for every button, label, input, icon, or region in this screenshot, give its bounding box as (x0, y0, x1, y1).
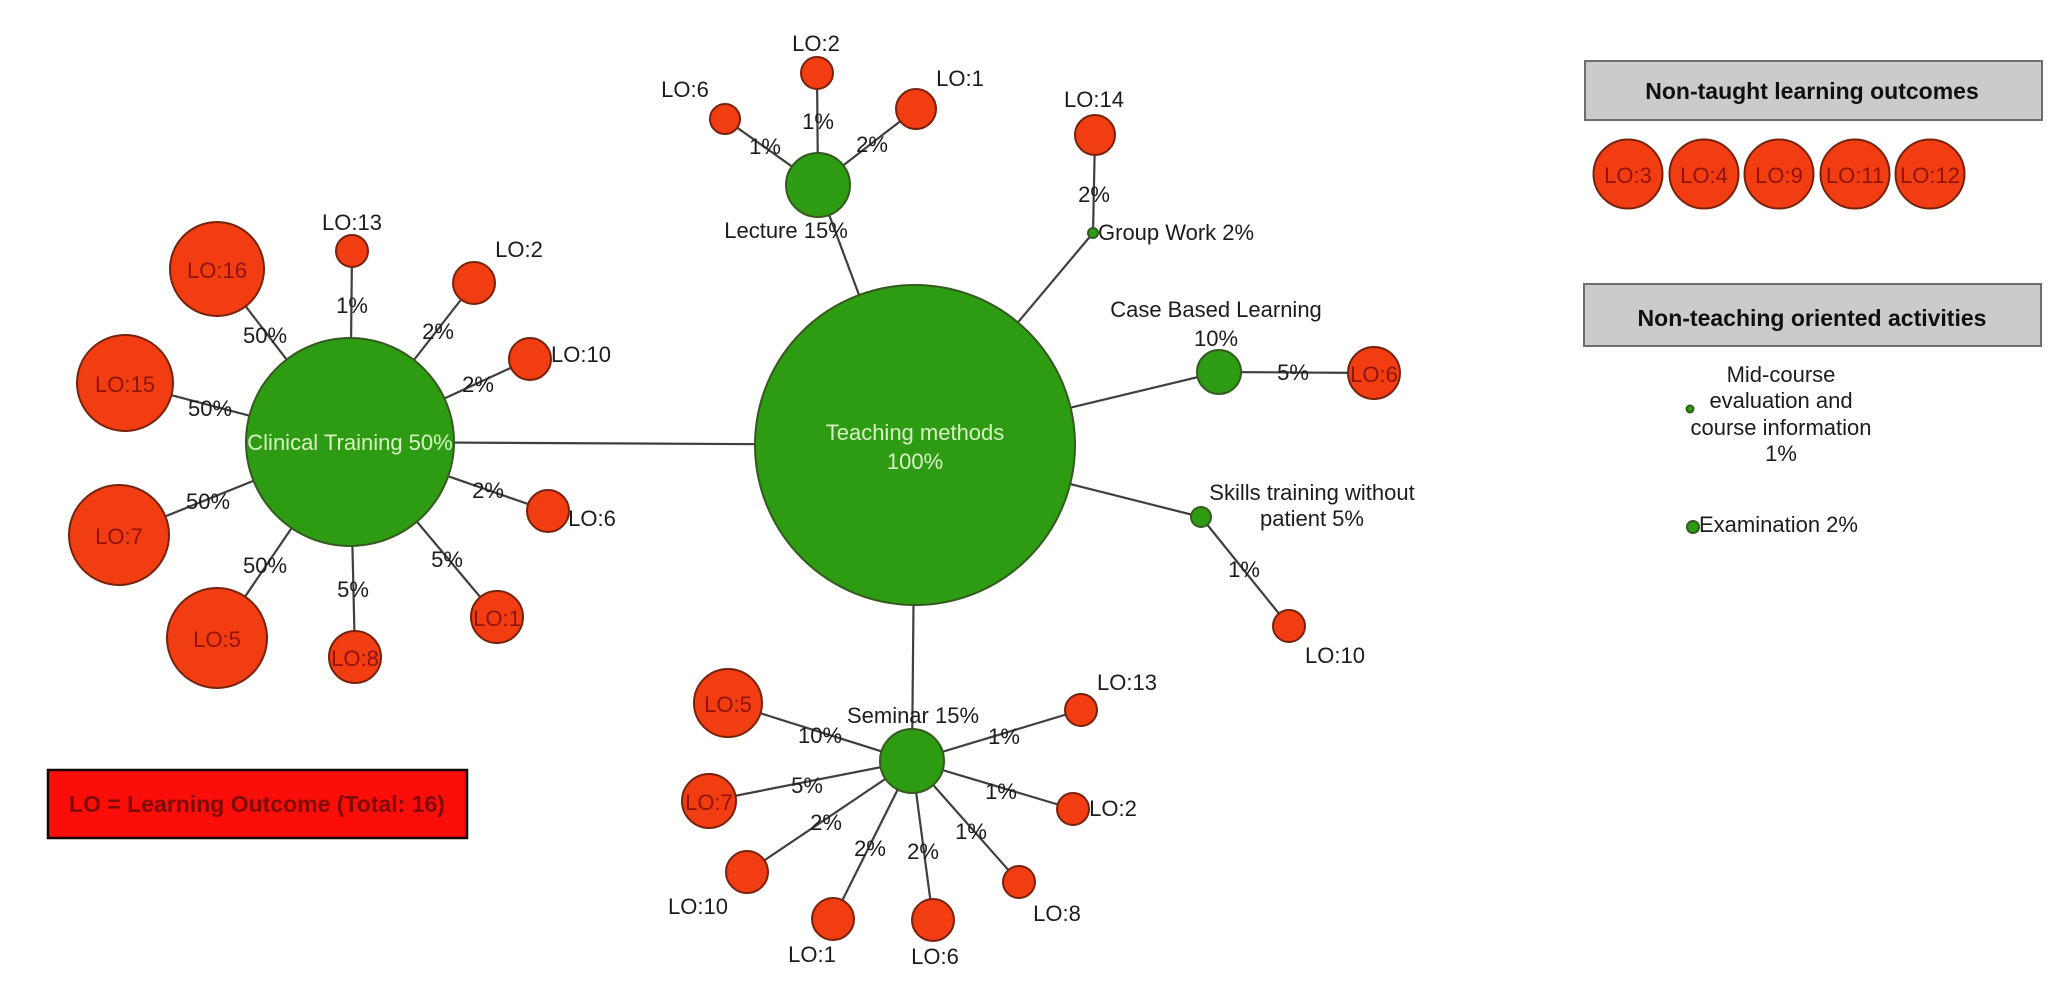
svg-text:LO:6: LO:6 (1350, 362, 1398, 387)
svg-text:LO:8: LO:8 (1033, 901, 1081, 926)
svg-text:Mid-course: Mid-course (1727, 362, 1836, 387)
svg-text:5%: 5% (337, 577, 369, 602)
svg-text:LO:10: LO:10 (1305, 643, 1365, 668)
svg-text:2%: 2% (907, 839, 939, 864)
svg-text:LO:4: LO:4 (1680, 163, 1728, 188)
svg-text:LO:1: LO:1 (788, 942, 836, 967)
svg-text:LO:7: LO:7 (685, 790, 733, 815)
svg-text:LO:5: LO:5 (193, 627, 241, 652)
svg-text:LO:14: LO:14 (1064, 87, 1124, 112)
svg-text:LO:9: LO:9 (1755, 163, 1803, 188)
svg-text:Skills training without: Skills training without (1209, 480, 1414, 505)
svg-text:LO:16: LO:16 (187, 258, 247, 283)
svg-text:LO:12: LO:12 (1900, 163, 1960, 188)
svg-text:LO:6: LO:6 (911, 944, 959, 969)
svg-text:2%: 2% (422, 319, 454, 344)
svg-text:Teaching methods: Teaching methods (826, 420, 1005, 445)
svg-text:Clinical Training 50%: Clinical Training 50% (247, 430, 452, 455)
svg-text:1%: 1% (336, 293, 368, 318)
svg-text:10%: 10% (1194, 326, 1238, 351)
svg-text:LO:11: LO:11 (1826, 163, 1884, 188)
svg-text:5%: 5% (1277, 360, 1309, 385)
svg-text:Case Based Learning: Case Based Learning (1110, 297, 1322, 322)
svg-text:2%: 2% (472, 478, 504, 503)
svg-text:50%: 50% (243, 553, 287, 578)
svg-text:1%: 1% (1228, 557, 1260, 582)
svg-text:1%: 1% (988, 724, 1020, 749)
svg-text:1%: 1% (802, 109, 834, 134)
svg-text:LO:8: LO:8 (331, 646, 379, 671)
svg-text:50%: 50% (188, 396, 232, 421)
svg-text:50%: 50% (243, 323, 287, 348)
svg-text:LO = Learning Outcome (Total:: LO = Learning Outcome (Total: 16) (69, 791, 445, 817)
svg-text:LO:7: LO:7 (95, 524, 143, 549)
svg-text:LO:6: LO:6 (661, 77, 709, 102)
svg-text:LO:1: LO:1 (473, 606, 521, 631)
svg-text:2%: 2% (462, 372, 494, 397)
svg-text:LO:10: LO:10 (668, 894, 728, 919)
svg-text:5%: 5% (791, 773, 823, 798)
svg-text:Non-taught learning outcomes: Non-taught learning outcomes (1645, 78, 1979, 104)
svg-text:1%: 1% (1765, 441, 1797, 466)
svg-text:evaluation and: evaluation and (1709, 388, 1852, 413)
svg-text:Examination 2%: Examination 2% (1699, 512, 1858, 537)
svg-text:patient 5%: patient 5% (1260, 506, 1364, 531)
svg-text:LO:6: LO:6 (568, 506, 616, 531)
svg-text:Group Work 2%: Group Work 2% (1098, 220, 1254, 245)
svg-text:LO:13: LO:13 (322, 210, 382, 235)
svg-text:Non-teaching oriented activiti: Non-teaching oriented activities (1638, 305, 1987, 331)
svg-text:2%: 2% (854, 836, 886, 861)
svg-text:LO:2: LO:2 (1089, 796, 1137, 821)
svg-text:LO:15: LO:15 (95, 372, 155, 397)
svg-text:2%: 2% (856, 132, 888, 157)
svg-text:Lecture 15%: Lecture 15% (724, 218, 848, 243)
svg-text:LO:3: LO:3 (1604, 163, 1652, 188)
svg-text:50%: 50% (186, 489, 230, 514)
svg-text:LO:5: LO:5 (704, 692, 752, 717)
svg-text:LO:1: LO:1 (936, 66, 984, 91)
svg-text:LO:2: LO:2 (495, 237, 543, 262)
svg-text:LO:13: LO:13 (1097, 670, 1157, 695)
svg-text:LO:2: LO:2 (792, 31, 840, 56)
svg-text:Seminar 15%: Seminar 15% (847, 703, 979, 728)
svg-text:LO:10: LO:10 (551, 342, 611, 367)
svg-text:1%: 1% (955, 819, 987, 844)
svg-text:1%: 1% (749, 134, 781, 159)
svg-text:5%: 5% (431, 547, 463, 572)
svg-text:2%: 2% (810, 810, 842, 835)
svg-text:1%: 1% (985, 779, 1017, 804)
svg-text:10%: 10% (798, 723, 842, 748)
svg-text:course information: course information (1691, 415, 1872, 440)
svg-text:2%: 2% (1078, 182, 1110, 207)
svg-text:100%: 100% (887, 449, 943, 474)
